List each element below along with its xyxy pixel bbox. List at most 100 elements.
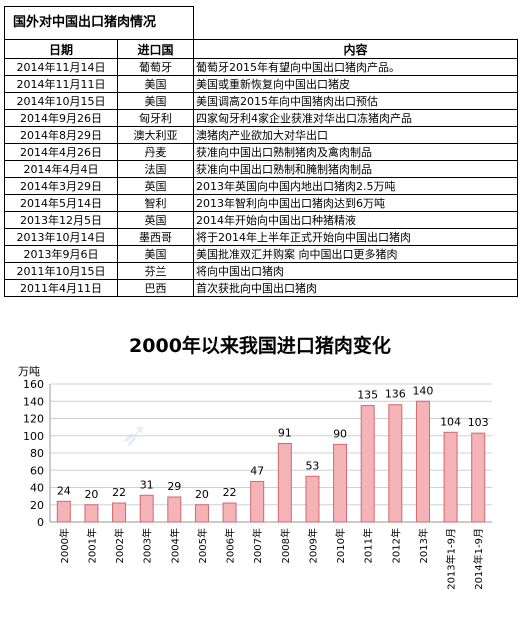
row-date: 2014年11月11日 <box>4 75 118 93</box>
row-content: 获准向中国出口熟制和腌制猪肉制品 <box>193 160 518 178</box>
row-content: 首次获批向中国出口猪肉 <box>193 279 518 297</box>
x-tick-label: 2003年 <box>141 528 154 563</box>
row-date: 2014年4月4日 <box>4 160 118 178</box>
x-tick-label: 2010年 <box>334 528 347 563</box>
watermark-logo-icon: ➶ <box>120 415 155 455</box>
table-row: 2011年4月11日 巴西 首次获批向中国出口猪肉 <box>4 279 518 297</box>
x-tick-label: 2005年 <box>196 528 209 563</box>
table-row: 2014年11月11日 美国 美国或重新恢复向中国出口猪皮 <box>4 75 518 93</box>
table-row: 2013年10月14日 墨西哥 将于2014年上半年正式开始向中国出口猪肉 <box>4 228 518 246</box>
bar <box>360 405 375 523</box>
bar-value-label: 22 <box>112 486 126 499</box>
table-row: 2013年9月6日 美国 美国批准双汇并购案 向中国出口更多猪肉 <box>4 245 518 263</box>
table-header-row: 日期 进口国 内容 <box>4 39 518 59</box>
row-country: 美国 <box>117 75 194 93</box>
bar <box>388 404 403 523</box>
y-tick-label: 80 <box>30 447 44 460</box>
y-axis-unit-label: 万吨 <box>18 365 40 378</box>
bar-value-label: 140 <box>412 384 433 397</box>
table-title: 国外对中国出口猪肉情况 <box>4 6 194 39</box>
bar <box>139 494 154 523</box>
row-country: 葡萄牙 <box>117 58 194 76</box>
row-date: 2014年8月29日 <box>4 126 118 144</box>
row-country: 丹麦 <box>117 143 194 161</box>
row-date: 2013年9月6日 <box>4 245 118 263</box>
row-date: 2014年4月26日 <box>4 143 118 161</box>
export-news-table: 日期 进口国 内容 2014年11月14日 葡萄牙 葡萄牙2015年有望向中国出口猪… <box>4 39 518 297</box>
bar <box>333 443 348 523</box>
x-tick-label: 2014年1-9月 <box>472 528 485 590</box>
row-content: 将于2014年上半年正式开始向中国出口猪肉 <box>193 228 518 246</box>
y-tick-label: 0 <box>37 516 44 529</box>
row-content: 将向中国出口猪肉 <box>193 262 518 280</box>
row-content: 2013年智利向中国出口猪肉达到6万吨 <box>193 194 518 212</box>
row-country: 美国 <box>117 92 194 110</box>
bar <box>250 480 265 523</box>
bar <box>84 504 99 523</box>
row-date: 2014年5月14日 <box>4 194 118 212</box>
table-row: 2014年9月26日 匈牙利 四家匈牙利4家企业获准对华出口冻猪肉产品 <box>4 109 518 127</box>
row-country: 墨西哥 <box>117 228 194 246</box>
bar <box>415 400 430 523</box>
bar <box>167 496 182 523</box>
row-date: 2014年9月26日 <box>4 109 118 127</box>
table-row: 2014年11月14日 葡萄牙 葡萄牙2015年有望向中国出口猪肉产品。 <box>4 58 518 76</box>
row-country: 英国 <box>117 177 194 195</box>
x-tick-label: 2011年 <box>362 528 375 563</box>
row-content: 葡萄牙2015年有望向中国出口猪肉产品。 <box>193 58 518 76</box>
pork-import-chart: ➶ 2000年以来我国进口猪肉变化 万吨 0 20 40 60 80 100 120 140 1… <box>0 320 521 624</box>
x-tick-label: 2002年 <box>113 528 126 563</box>
bar-value-label: 136 <box>385 388 406 401</box>
row-country: 智利 <box>117 194 194 212</box>
bar-value-label: 90 <box>333 427 347 440</box>
x-tick-label: 2013年1-9月 <box>445 528 458 590</box>
bar-layer <box>56 400 486 523</box>
bar-value-label: 104 <box>440 415 461 428</box>
table-row: 2014年5月14日 智利 2013年智利向中国出口猪肉达到6万吨 <box>4 194 518 212</box>
x-tick-label: 2000年 <box>58 528 71 563</box>
bar-value-label: 22 <box>223 486 237 499</box>
row-content: 2013年英国向中国内地出口猪肉2.5万吨 <box>193 177 518 195</box>
x-tick-label: 2004年 <box>168 528 181 563</box>
bar <box>471 432 486 523</box>
row-country: 芬兰 <box>117 262 194 280</box>
bar-value-label: 103 <box>468 416 489 429</box>
y-tick-label: 60 <box>30 464 44 477</box>
x-tick-label: 2001年 <box>85 528 98 563</box>
row-date: 2014年3月29日 <box>4 177 118 195</box>
row-content: 美国批准双汇并购案 向中国出口更多猪肉 <box>193 245 518 263</box>
row-content: 四家匈牙利4家企业获准对华出口冻猪肉产品 <box>193 109 518 127</box>
x-tick-label: 2012年 <box>389 528 402 563</box>
chart-svg: 2000年以来我国进口猪肉变化 万吨 0 20 40 60 80 100 120 140 160… <box>18 334 492 590</box>
bar-value-label: 31 <box>140 478 154 491</box>
bar-value-label: 91 <box>278 427 292 440</box>
bar-value-label: 20 <box>195 488 209 501</box>
y-tick-label: 160 <box>23 378 44 391</box>
x-tick-label: 2013年 <box>417 528 430 563</box>
row-date: 2014年11月14日 <box>4 58 118 76</box>
y-tick-label: 100 <box>23 430 44 443</box>
bar-value-label: 20 <box>84 488 98 501</box>
row-content: 澳猪肉产业欲加大对华出口 <box>193 126 518 144</box>
row-date: 2013年10月14日 <box>4 228 118 246</box>
y-tick-label: 120 <box>23 413 44 426</box>
export-news-table-section: 国外对中国出口猪肉情况 日期 进口国 内容 2014年11月14日 葡萄牙 葡萄牙2… <box>4 6 518 297</box>
header-country: 进口国 <box>117 39 194 59</box>
row-country: 英国 <box>117 211 194 229</box>
x-tick-label: 2008年 <box>279 528 292 563</box>
x-tick-label: 2009年 <box>306 528 319 563</box>
table-row: 2014年4月26日 丹麦 获准向中国出口熟制猪肉及禽肉制品 <box>4 143 518 161</box>
bar-value-label: 47 <box>250 464 264 477</box>
row-content: 美国或重新恢复向中国出口猪皮 <box>193 75 518 93</box>
row-content: 2014年开始向中国出口种猪精液 <box>193 211 518 229</box>
bar <box>112 502 127 523</box>
chart-title: 2000年以来我国进口猪肉变化 <box>129 334 391 357</box>
table-row: 2013年12月5日 英国 2014年开始向中国出口种猪精液 <box>4 211 518 229</box>
bar <box>443 431 458 523</box>
table-row: 2011年10月15日 芬兰 将向中国出口猪肉 <box>4 262 518 280</box>
bar-value-label: 29 <box>167 480 181 493</box>
bar-value-label: 53 <box>305 459 319 472</box>
row-date: 2011年4月11日 <box>4 279 118 297</box>
header-date: 日期 <box>4 39 118 59</box>
row-date: 2014年10月15日 <box>4 92 118 110</box>
